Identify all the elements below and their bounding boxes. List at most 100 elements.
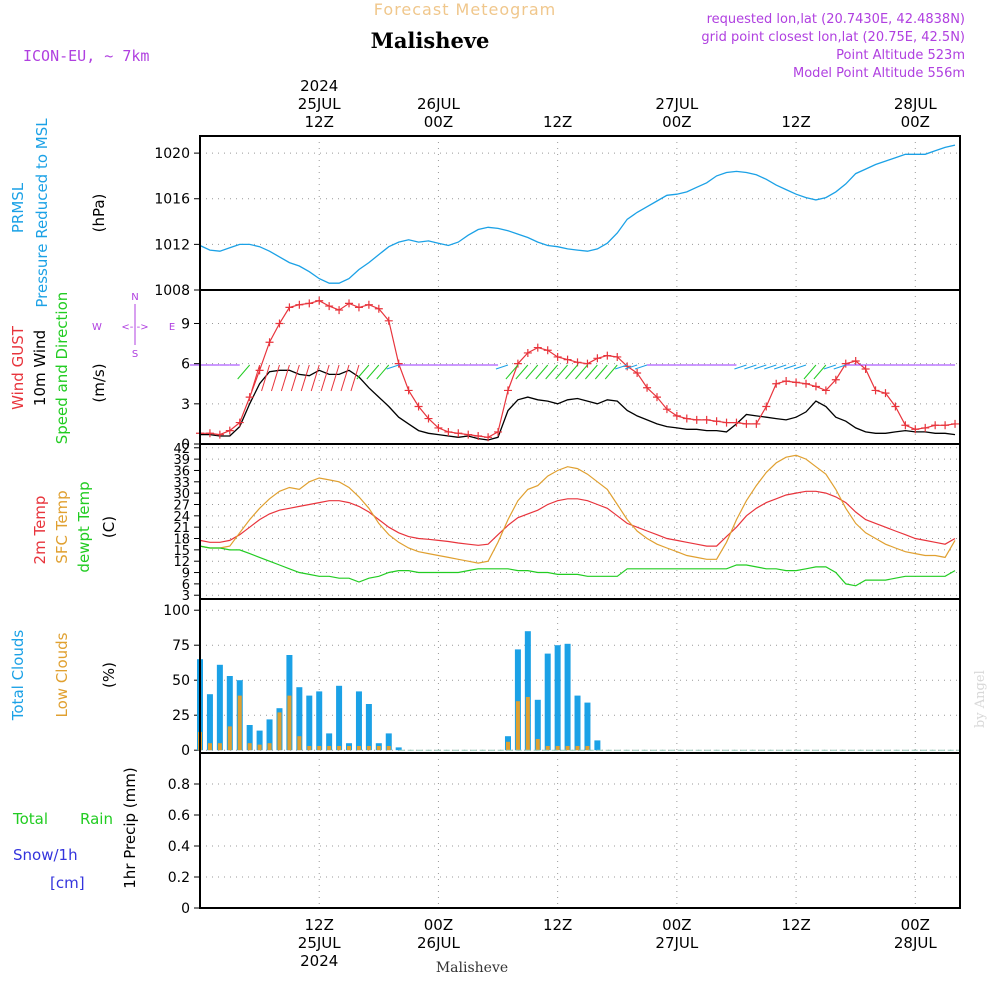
precip-label-cm: [cm]	[50, 874, 85, 892]
total-cloud-bar	[256, 730, 263, 751]
wind-direction-arrow	[565, 364, 578, 380]
total-cloud-bar	[395, 747, 402, 751]
wind-direction-arrow	[734, 364, 747, 370]
low-cloud-bar	[555, 746, 560, 751]
grid-point-coords: grid point closest lon,lat (20.75E, 42.5…	[701, 30, 965, 45]
wind-direction-arrow	[386, 364, 399, 370]
wind-direction-arrow	[290, 364, 300, 392]
wind-gust-point	[583, 359, 592, 368]
total-cloud-bar	[206, 694, 213, 751]
total-cloud-bar	[524, 631, 531, 751]
wind-gust-point	[573, 358, 582, 367]
total-cloud-bar	[554, 645, 561, 751]
wind-direction-arrow	[340, 364, 350, 392]
wind-gust-point	[325, 302, 334, 311]
wind-gust-point	[662, 405, 671, 414]
wind-gust-point	[484, 433, 493, 442]
wind-gust-point	[305, 299, 314, 308]
bottom-time-label: 27JUL	[655, 934, 698, 952]
wind-direction-arrow	[634, 364, 648, 370]
low-cloud-bar	[376, 746, 381, 751]
wind-direction-arrow	[604, 364, 618, 380]
wind-gust-point	[543, 346, 552, 355]
low-cloud-bar	[565, 746, 570, 751]
temp-tick-label: 9	[182, 567, 190, 582]
wind-gust-point	[742, 419, 751, 428]
wind-direction-arrow	[624, 364, 638, 370]
low-cloud-bar	[386, 746, 391, 751]
wind-gust-point	[345, 299, 354, 308]
wind-gust-point	[523, 348, 532, 357]
wind-gust-point	[414, 402, 423, 411]
clouds-label-low: Low Clouds	[53, 632, 71, 717]
wind-gust-point	[374, 304, 383, 313]
precip-tick-label: 0.6	[168, 808, 190, 824]
wind-gust-point	[454, 429, 463, 438]
panel-frames	[199, 135, 961, 909]
wind-direction-arrow	[833, 364, 846, 370]
wind-gust-point	[275, 319, 284, 328]
temp-tick-label: 33	[173, 476, 190, 491]
wind-gust-point	[722, 418, 731, 427]
wind-direction-arrow	[376, 364, 390, 380]
low-cloud-bar	[307, 746, 312, 751]
temp-tick-label: 24	[173, 510, 190, 525]
low-cloud-bar	[337, 746, 342, 751]
wind-speed-line	[200, 369, 956, 441]
temp-tick-label: 3	[182, 589, 190, 604]
bottom-time-label: 25JUL	[298, 934, 341, 952]
labels-layer: 1008101210161020036936912151821242730333…	[9, 77, 937, 970]
wind-direction-arrow	[803, 364, 817, 380]
wind-gust-point	[494, 427, 503, 436]
temp-2m-line	[199, 490, 956, 547]
wind-compass: N S W E <-|->	[92, 292, 175, 360]
clouds-label-total: Total Clouds	[9, 630, 27, 722]
wind-gust-point	[245, 393, 254, 402]
wind-gust-point	[762, 402, 771, 411]
wind-gust-point	[881, 389, 890, 398]
low-cloud-bar	[347, 746, 352, 751]
clouds-tick-label: 75	[172, 638, 190, 654]
wind-direction-arrow	[270, 364, 280, 392]
temp-sfc-line	[199, 454, 956, 564]
top-time-label: 00Z	[901, 113, 930, 131]
wind-gust-point	[871, 386, 880, 395]
low-cloud-bar	[515, 701, 520, 751]
wind-gust-point	[633, 369, 642, 378]
pressure-label-prmsl: PRMSL	[9, 182, 27, 233]
wind-gust-point	[792, 378, 801, 387]
pressure-line	[199, 144, 956, 284]
total-cloud-bar	[355, 691, 362, 751]
precip-label-unit: 1hr Precip (mm)	[121, 767, 139, 888]
wind-gust-point	[931, 421, 940, 430]
wind-direction-arrow	[356, 364, 370, 380]
wind-gust-point	[404, 386, 413, 395]
requested-coords: requested lon,lat (20.7430E, 42.4838N)	[707, 12, 965, 27]
wind-gust-point	[811, 382, 820, 391]
low-cloud-bar	[327, 746, 332, 751]
wind-direction-arrow	[280, 364, 290, 392]
wind-gust-point	[921, 423, 930, 432]
wind-direction-arrow	[764, 364, 777, 370]
temp-label-sfc: SFC Temp	[53, 490, 71, 563]
wind-gust-point	[841, 359, 850, 368]
total-cloud-bar	[336, 685, 343, 751]
wind-gust-point	[831, 375, 840, 384]
temp-label-2m: 2m Temp	[31, 496, 49, 565]
low-cloud-bar	[267, 743, 272, 751]
wind-tick-label: 6	[181, 357, 190, 373]
wind-gust-point	[951, 419, 960, 428]
wind-gust-point	[772, 379, 781, 388]
top-time-label: 28JUL	[894, 95, 937, 113]
precip-label-total: Total	[12, 810, 48, 828]
wind-gust-point	[424, 414, 433, 423]
wind-direction-arrow	[823, 364, 836, 370]
low-cloud-bar	[287, 695, 292, 751]
wind-gust-point	[235, 418, 244, 427]
wind-direction-arrow	[320, 364, 330, 392]
wind-direction-arrow	[813, 364, 827, 380]
precip-label-rain: Rain	[80, 810, 113, 828]
pressure-label-msl: Pressure Reduced to MSL	[33, 118, 51, 308]
wind-gust-point	[692, 415, 701, 424]
total-cloud-bar	[266, 719, 273, 751]
